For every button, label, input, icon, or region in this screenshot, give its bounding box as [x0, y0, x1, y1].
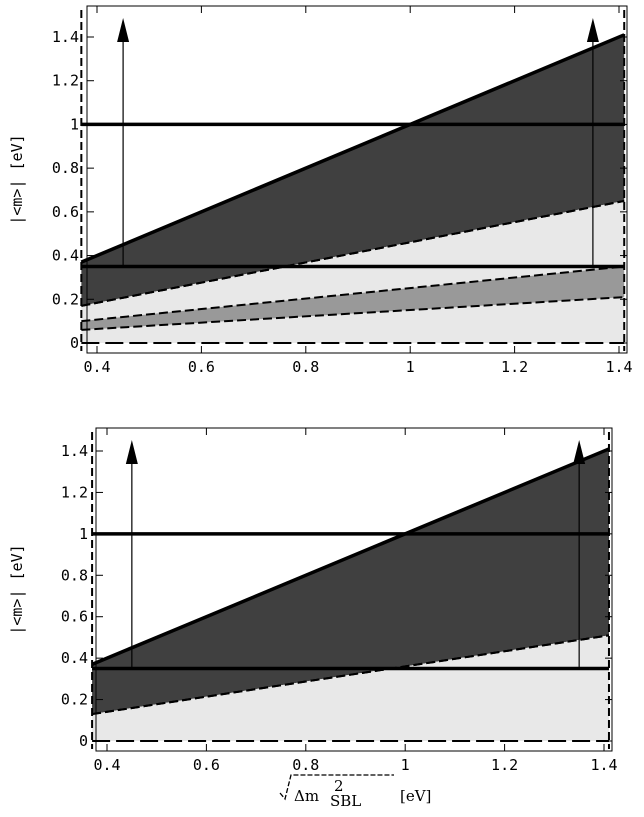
- x-tick-label: 0.8: [292, 756, 319, 774]
- y-tick-label: 0.6: [52, 203, 79, 221]
- y-tick-label: 0: [79, 732, 88, 750]
- x-tick-label: 1.2: [501, 358, 528, 376]
- y-tick-label: 0.2: [61, 691, 88, 709]
- y-tick-label: 0.4: [52, 247, 79, 265]
- x-tick-label: 1.4: [605, 358, 632, 376]
- arrow-head: [125, 440, 138, 464]
- band-upper-edge-dark: [80, 33, 625, 264]
- y-tick-label: 1.2: [61, 483, 88, 501]
- y-tick-label: 1.2: [52, 72, 79, 90]
- y-tick-label: 1: [70, 115, 79, 133]
- y-axis-label: |<m>| [eV]: [8, 544, 26, 634]
- y-tick-label: 0.8: [52, 159, 79, 177]
- x-tick-label: 1: [406, 358, 415, 376]
- x-tick-label: 0.6: [193, 756, 220, 774]
- x-axis-label-symbol: Δm: [294, 787, 319, 805]
- band-dark: [81, 34, 625, 306]
- y-tick-label: 0.4: [61, 649, 88, 667]
- band-dark: [92, 448, 609, 715]
- y-axis-label: |<m>| [eV]: [8, 134, 26, 224]
- x-tick-label: 0.8: [292, 358, 319, 376]
- x-tick-label: 1.4: [590, 756, 617, 774]
- y-tick-label: 0.6: [61, 608, 88, 626]
- band-light: [92, 635, 609, 741]
- y-tick-label: 1: [79, 525, 88, 543]
- plot-frame: [86, 5, 628, 354]
- y-tick-label: 1.4: [61, 442, 88, 460]
- band-upper-edge-light: [91, 634, 610, 716]
- band-upper-edge-dark: [91, 447, 610, 666]
- bottom-panel: 0.4 0.6 0.8 1 1.2 1.4 0 0.2 0.4 0.6 0.8 1 1.2 1.4 |<m>…: [8, 427, 618, 810]
- x-axis-label-unit: [eV]: [400, 787, 431, 805]
- y-tick-label: 0.8: [61, 566, 88, 584]
- y-tick-label: 0: [70, 334, 79, 352]
- x-axis-label-sup: 2: [334, 777, 344, 795]
- y-tick-label: 1.4: [52, 28, 79, 46]
- sqrt-sign: [279, 774, 394, 801]
- arrow-head: [586, 18, 599, 42]
- arrow-head: [117, 18, 130, 42]
- x-tick-label: 0.4: [83, 358, 110, 376]
- top-panel: 0.4 0.6 0.8 1 1.2 1.4 0 0.2 0.4 0.6 0.8 1 1.2 1.4 |<m>…: [8, 5, 633, 376]
- x-axis-label-sub: SBL: [330, 792, 361, 810]
- arrow-head: [573, 440, 586, 464]
- x-tick-label: 0.4: [93, 756, 120, 774]
- x-tick-label: 1: [401, 756, 410, 774]
- plot-frame: [95, 427, 613, 752]
- band-mid: [81, 266, 625, 330]
- x-tick-label: 1.2: [491, 756, 518, 774]
- y-tick-label: 0.2: [52, 290, 79, 308]
- x-tick-label: 0.6: [188, 358, 215, 376]
- band-upper-edge-light: [81, 199, 625, 307]
